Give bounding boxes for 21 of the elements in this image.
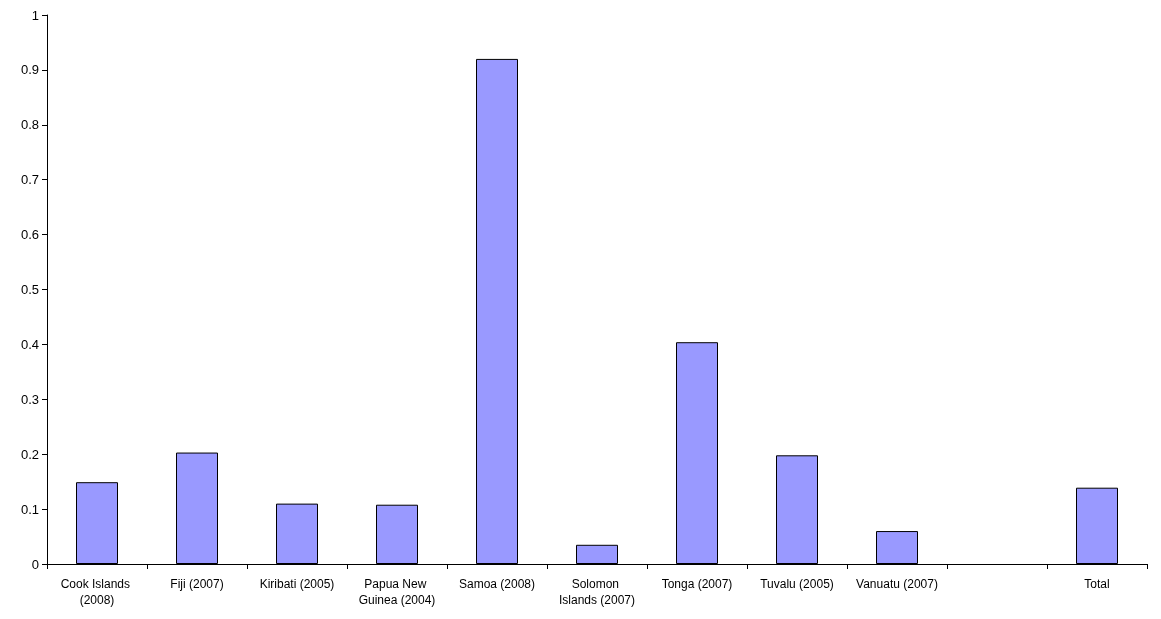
x-tick-label: Kiribati (2005)	[259, 577, 335, 591]
x-tick-label: Vanuatu (2007)	[856, 577, 938, 591]
y-tick-label: 0.9	[20, 62, 39, 78]
y-tick-label: 0.3	[20, 391, 39, 407]
x-tick-label: Samoa (2008)	[458, 577, 536, 591]
x-tick-label: Tuvalu (2005)	[760, 577, 834, 591]
y-tick-label: 0.7	[20, 172, 39, 188]
x-tick-label: Tonga (2007)	[661, 577, 733, 591]
y-tick-label: 0.1	[20, 501, 39, 517]
x-tick-label: Solomon Islands (2007)	[558, 577, 636, 607]
y-tick-label: 1	[31, 7, 39, 23]
y-tick-label: 0.8	[20, 117, 39, 133]
x-tick-label: Total	[1084, 577, 1110, 591]
y-tick-label: 0.2	[20, 446, 39, 462]
y-tick-label: 0.5	[20, 282, 39, 297]
y-tick-label: 0.6	[20, 227, 39, 243]
x-tick-label: Papua New Guinea (2004)	[358, 577, 436, 607]
y-tick-label: 0	[31, 556, 39, 572]
x-tick-label: Fiji (2007)	[170, 577, 224, 591]
x-tick-label: Cook Islands (2008)	[60, 577, 134, 607]
y-tick-label: 0.4	[20, 336, 39, 352]
